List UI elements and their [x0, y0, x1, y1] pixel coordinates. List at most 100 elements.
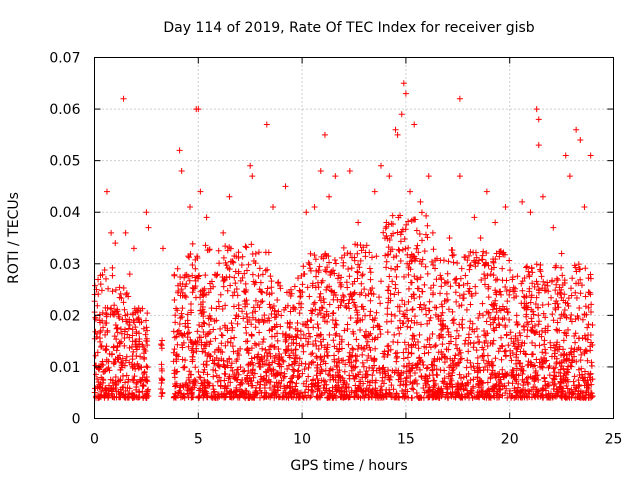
- data-point: [227, 258, 234, 265]
- data-point: [109, 380, 116, 387]
- data-point: [260, 376, 267, 383]
- data-point: [553, 281, 560, 288]
- data-point: [497, 345, 504, 352]
- data-point: [233, 384, 240, 391]
- data-point: [135, 394, 142, 401]
- data-point: [460, 385, 467, 392]
- data-point: [424, 234, 431, 241]
- data-point: [386, 376, 393, 383]
- data-point: [320, 384, 327, 391]
- data-point: [280, 374, 287, 381]
- data-point: [111, 311, 118, 318]
- data-point: [397, 231, 404, 238]
- data-point: [507, 329, 514, 336]
- data-point: [444, 389, 451, 396]
- data-point: [528, 315, 535, 322]
- data-point: [125, 376, 132, 383]
- data-point: [381, 348, 388, 355]
- data-point: [303, 383, 310, 390]
- data-point: [403, 374, 410, 381]
- data-point: [452, 393, 459, 400]
- data-point: [189, 358, 196, 365]
- data-point: [227, 335, 234, 342]
- data-point: [547, 339, 554, 346]
- data-point: [220, 283, 227, 290]
- data-point: [140, 370, 147, 377]
- data-point: [255, 341, 262, 348]
- data-point: [297, 293, 304, 300]
- data-point: [364, 378, 371, 385]
- data-point: [355, 371, 362, 378]
- data-point: [532, 329, 539, 336]
- data-point: [196, 374, 203, 381]
- data-point: [377, 300, 384, 307]
- data-point: [242, 280, 249, 287]
- data-point: [358, 247, 365, 254]
- data-point: [496, 305, 503, 312]
- data-point: [245, 380, 252, 387]
- data-point: [204, 331, 211, 338]
- data-point: [481, 281, 488, 288]
- data-point: [325, 371, 332, 378]
- data-point: [434, 372, 441, 379]
- data-point: [530, 391, 537, 398]
- data-point: [360, 380, 367, 387]
- data-point: [561, 329, 568, 336]
- data-point: [573, 126, 580, 133]
- data-point: [331, 324, 338, 331]
- data-point: [177, 382, 184, 389]
- data-point: [405, 341, 412, 348]
- data-point: [228, 320, 235, 327]
- data-point: [523, 293, 530, 300]
- data-point: [403, 345, 410, 352]
- data-point: [324, 284, 331, 291]
- data-point: [514, 273, 521, 280]
- data-point: [210, 283, 217, 290]
- data-point: [569, 275, 576, 282]
- data-point: [575, 261, 582, 268]
- data-point: [205, 289, 212, 296]
- data-point: [368, 393, 375, 400]
- data-point: [432, 265, 439, 272]
- data-point: [395, 325, 402, 332]
- data-point: [560, 387, 567, 394]
- data-point: [354, 311, 361, 318]
- data-point: [561, 291, 568, 298]
- data-point: [483, 318, 490, 325]
- data-point: [308, 387, 315, 394]
- data-point: [496, 322, 503, 329]
- data-point: [310, 324, 317, 331]
- data-point: [439, 341, 446, 348]
- data-point: [311, 204, 318, 211]
- data-point: [277, 282, 284, 289]
- data-point: [467, 377, 474, 384]
- data-point: [211, 388, 218, 395]
- data-point: [444, 355, 451, 362]
- data-point: [532, 369, 539, 376]
- data-point: [407, 372, 414, 379]
- data-point: [276, 363, 283, 370]
- data-point: [271, 343, 278, 350]
- data-point: [426, 298, 433, 305]
- data-point: [229, 367, 236, 374]
- data-point: [565, 295, 572, 302]
- data-point: [258, 355, 265, 362]
- data-point: [376, 294, 383, 301]
- data-point: [353, 307, 360, 314]
- data-point: [173, 351, 180, 358]
- data-point: [525, 381, 532, 388]
- data-point: [529, 269, 536, 276]
- data-point: [115, 394, 122, 401]
- data-point: [344, 321, 351, 328]
- data-point: [102, 304, 109, 311]
- data-point: [421, 389, 428, 396]
- data-point: [230, 259, 237, 266]
- data-point: [429, 367, 436, 374]
- data-point: [535, 142, 542, 149]
- data-point: [588, 381, 595, 388]
- data-point: [372, 394, 379, 401]
- data-point: [477, 377, 484, 384]
- data-point: [313, 372, 320, 379]
- y-tick-label: 0.01: [49, 360, 80, 376]
- data-point: [128, 343, 135, 350]
